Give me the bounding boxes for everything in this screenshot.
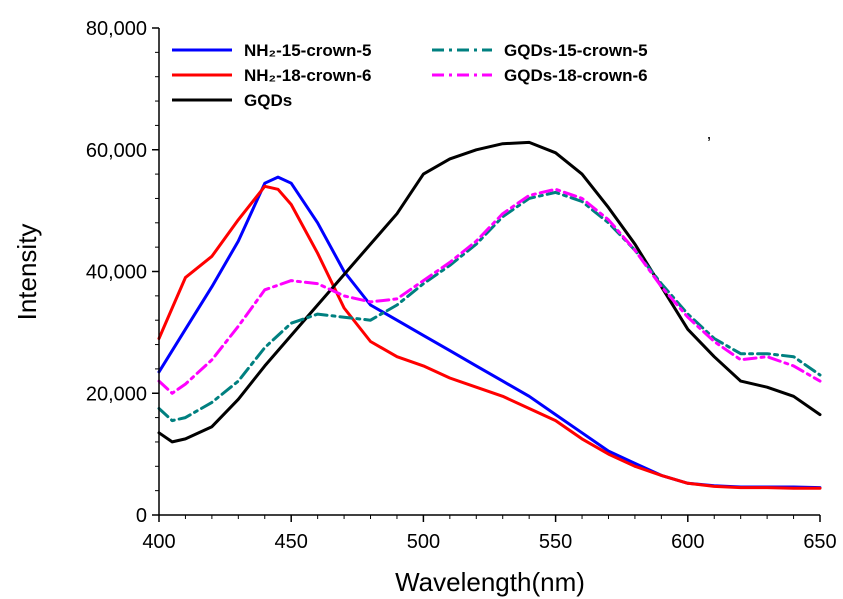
y-tick-label: 40,000: [86, 262, 147, 284]
series-line-2: [157, 184, 822, 490]
x-tick-label: 600: [671, 531, 704, 553]
legend-label-4: GQDs-15-crown-5: [504, 41, 648, 60]
legend-label-1: NH₂-15-crown-5: [244, 41, 372, 60]
legend-label-5: GQDs-18-crown-6: [504, 66, 648, 85]
x-axis-title: Wavelength(nm): [395, 567, 585, 597]
series-line-4: [157, 190, 822, 423]
y-tick-label: 60,000: [86, 140, 147, 162]
legend: NH₂-15-crown-5 NH₂-18-crown-6 GQDs GQDs-15-…: [172, 41, 648, 110]
chart-annotation: ’: [707, 134, 711, 154]
series-line-3: [157, 140, 822, 444]
series-line-1: [157, 175, 822, 490]
plot-area: [157, 140, 822, 490]
y-tick-label: 80,000: [86, 18, 147, 40]
x-tick-label: 500: [407, 531, 440, 553]
series-line-5: [157, 187, 822, 395]
y-tick-label: 0: [136, 505, 147, 527]
x-tick-label: 450: [275, 531, 308, 553]
x-tick-label: 550: [539, 531, 572, 553]
y-tick-label: 20,000: [86, 383, 147, 405]
x-tick-label: 400: [142, 531, 175, 553]
axes: 400 450 500 550 600 650 0 20,000 40,000 60,000 80,…: [86, 18, 837, 553]
legend-label-3: GQDs: [244, 91, 292, 110]
y-axis-title: Intensity: [12, 224, 42, 321]
x-tick-label: 650: [803, 531, 836, 553]
legend-label-2: NH₂-18-crown-6: [244, 66, 372, 85]
